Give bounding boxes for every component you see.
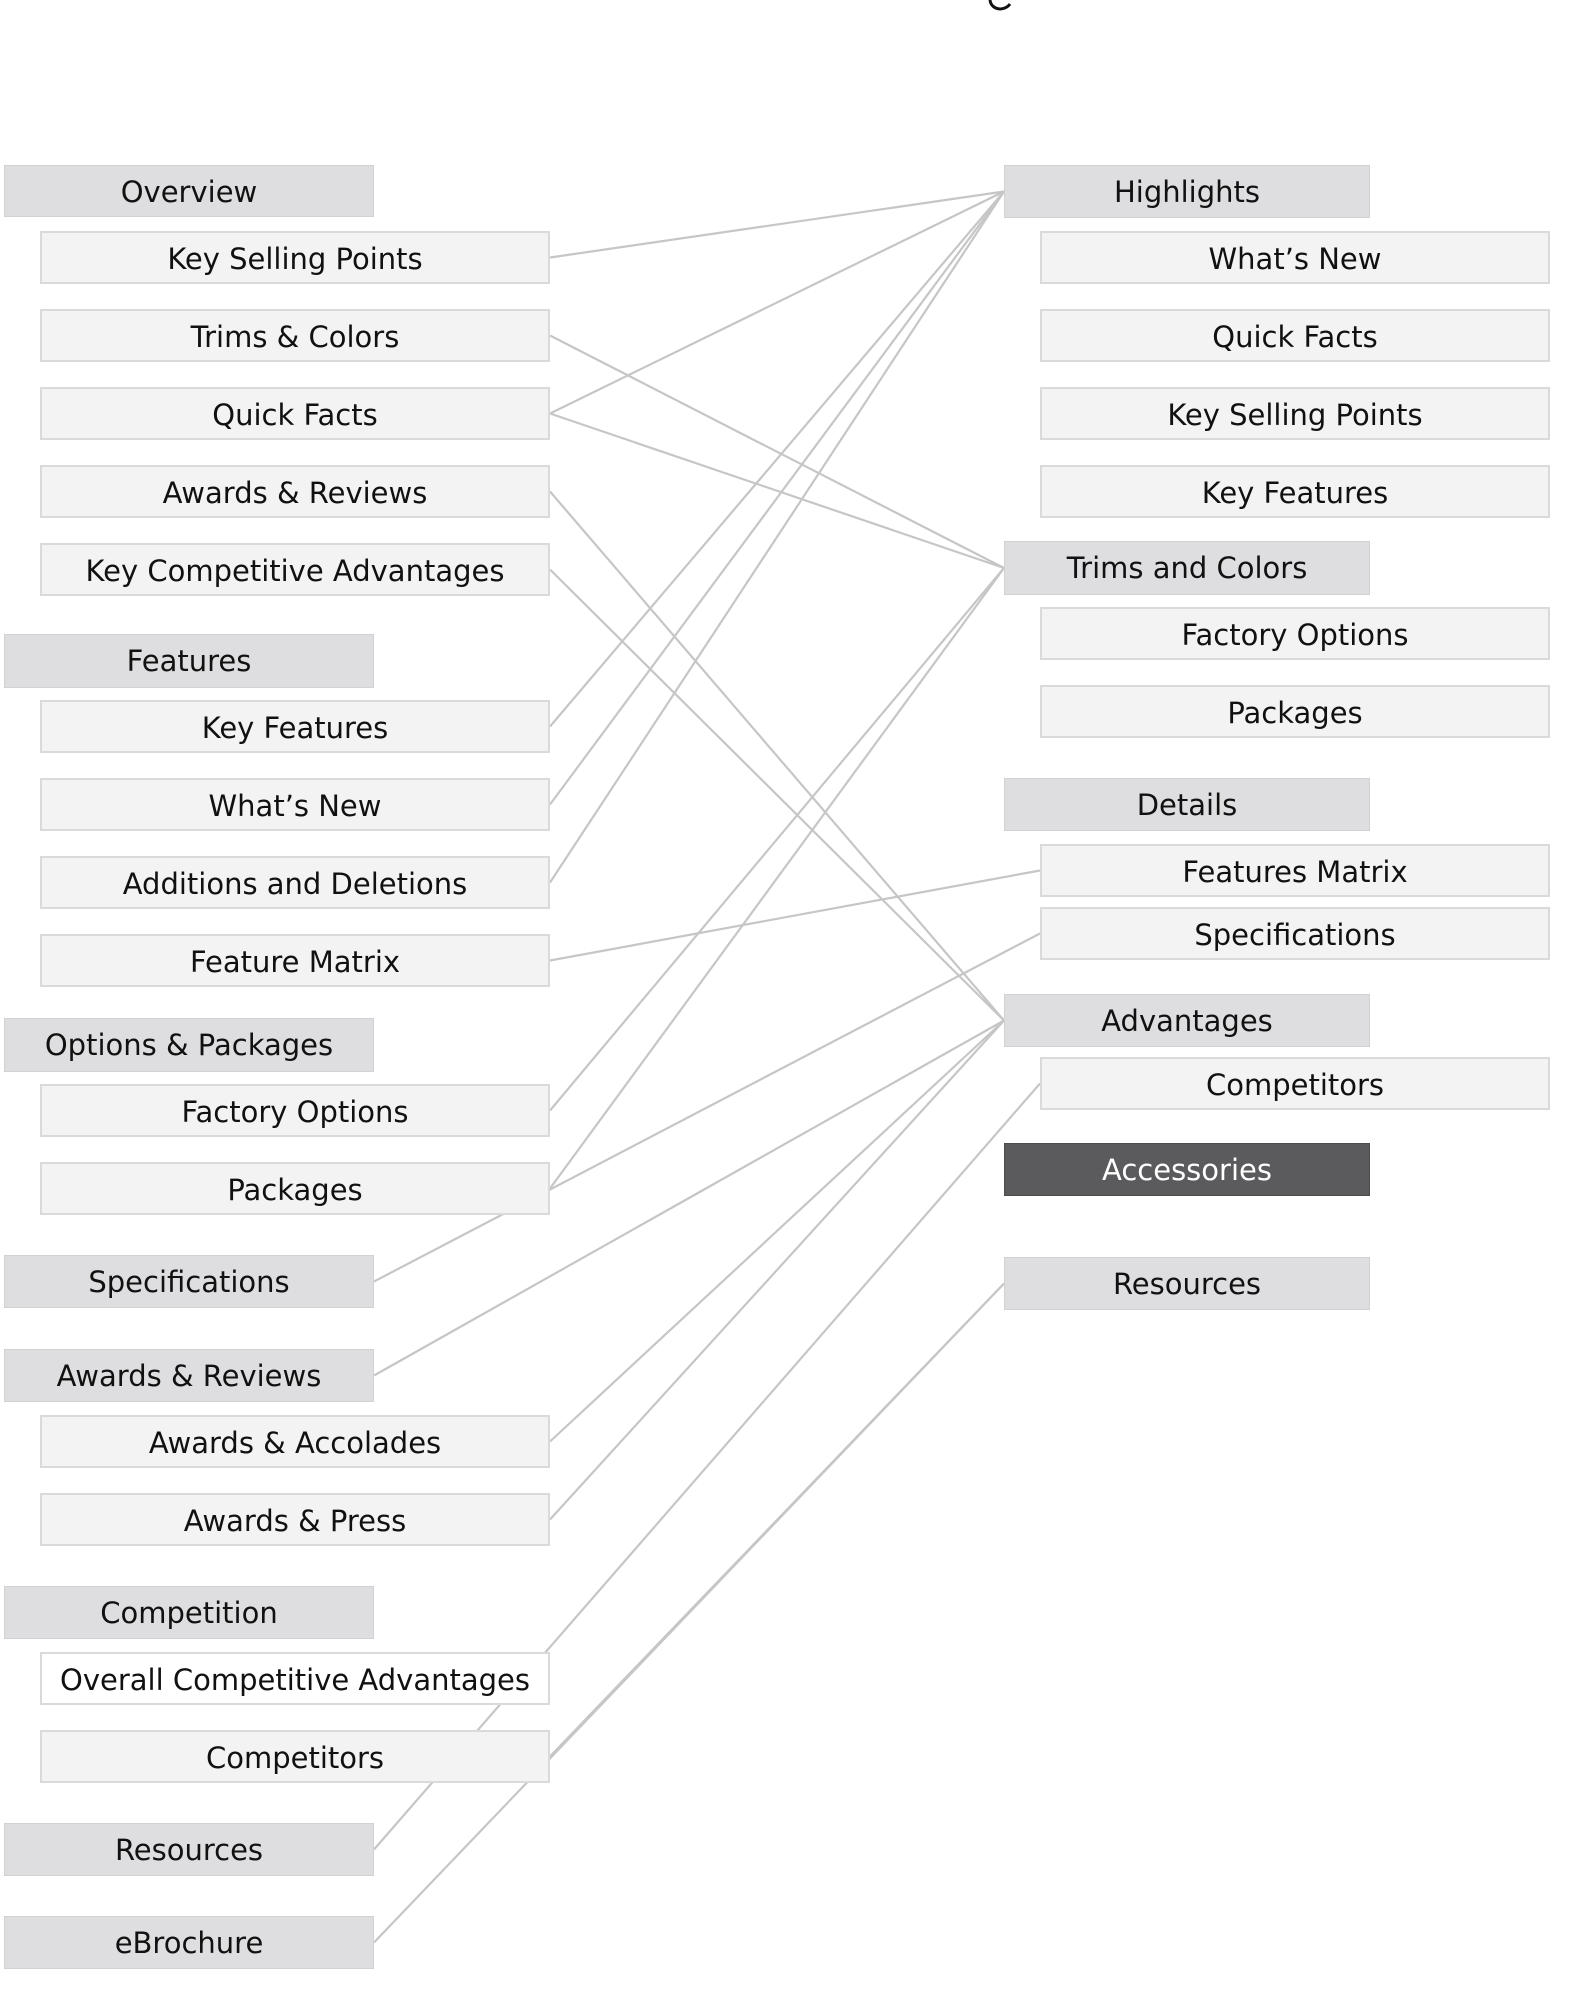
right-child-label: Key Features — [1201, 476, 1389, 510]
connector-L-awards-to-R-advantages — [373, 1019, 1005, 1377]
right-section-label: Highlights — [1113, 175, 1261, 209]
connector-L-featmatrix-to-R-featmatrix — [549, 869, 1041, 962]
left-child-packages: Packages — [40, 1162, 550, 1215]
right-child-competitors: Competitors — [1040, 1057, 1550, 1110]
connector-L-specs-to-R-specs — [373, 932, 1041, 1283]
title-glyph-fragment — [988, 0, 1012, 11]
left-child-label: Awards & Press — [183, 1504, 407, 1538]
right-section-trims-and-colors: Trims and Colors — [1004, 541, 1370, 595]
connector-L-kca-to-R-advantages — [549, 568, 1005, 1022]
connector-L-trims-to-R-trims — [549, 334, 1005, 569]
left-child-label: Trims & Colors — [190, 320, 400, 354]
left-section-features: Features — [4, 634, 374, 688]
right-child-label: Factory Options — [1181, 618, 1409, 652]
left-section-label: Overview — [120, 175, 258, 209]
right-child-factory-options: Factory Options — [1040, 607, 1550, 660]
left-child-awards-reviews: Awards & Reviews — [40, 465, 550, 518]
right-child-specifications: Specifications — [1040, 907, 1550, 960]
right-section-advantages: Advantages — [1004, 994, 1370, 1047]
left-child-label: What’s New — [208, 789, 382, 823]
right-section-label: Advantages — [1101, 1004, 1273, 1038]
right-child-label: Packages — [1227, 696, 1363, 730]
connector-L-ebrochure-to-R-resources — [373, 1282, 1005, 1944]
left-child-additions-and-deletions: Additions and Deletions — [40, 856, 550, 909]
connector-L-awards-sub-to-R-advantages — [549, 490, 1005, 1022]
connector-L-adddel-to-R-highlights — [549, 190, 1005, 884]
left-child-label: Awards & Accolades — [148, 1426, 442, 1460]
left-child-label: Feature Matrix — [189, 945, 401, 979]
right-section-label: Accessories — [1102, 1153, 1272, 1187]
connector-L-whatsnew-to-R-highlights — [549, 190, 1005, 806]
right-child-features-matrix: Features Matrix — [1040, 844, 1550, 897]
left-section-label: Resources — [114, 1833, 264, 1867]
left-section-competition: Competition — [4, 1586, 374, 1639]
right-section-label: Details — [1136, 788, 1238, 822]
left-child-factory-options: Factory Options — [40, 1084, 550, 1137]
right-child-label: Key Selling Points — [1167, 398, 1423, 432]
right-child-packages: Packages — [1040, 685, 1550, 738]
left-section-resources: Resources — [4, 1823, 374, 1876]
right-child-quick-facts: Quick Facts — [1040, 309, 1550, 362]
connector-L-press-to-R-advantages — [549, 1019, 1005, 1521]
right-section-accessories: Accessories — [1004, 1143, 1370, 1196]
left-section-label: Competition — [100, 1596, 278, 1630]
left-section-label: Options & Packages — [44, 1028, 334, 1062]
right-child-label: Features Matrix — [1182, 855, 1408, 889]
right-child-label: Quick Facts — [1212, 320, 1378, 354]
connector-L-ksp-to-R-highlights — [549, 190, 1005, 259]
left-child-label: Quick Facts — [212, 398, 378, 432]
connector-L-resources-to-R-competitors — [373, 1082, 1041, 1851]
left-section-awards-reviews: Awards & Reviews — [4, 1349, 374, 1402]
left-child-label: Key Selling Points — [167, 242, 423, 276]
left-section-options-packages: Options & Packages — [4, 1018, 374, 1072]
right-child-what-s-new: What’s New — [1040, 231, 1550, 284]
left-child-label: Awards & Reviews — [162, 476, 428, 510]
connector-L-packages-to-R-trims — [549, 567, 1005, 1190]
left-section-label: Awards & Reviews — [56, 1359, 322, 1393]
left-child-awards-accolades: Awards & Accolades — [40, 1415, 550, 1468]
connector-L-accolades-to-R-advantages — [549, 1019, 1005, 1443]
left-child-quick-facts: Quick Facts — [40, 387, 550, 440]
connector-L-keyfeat-to-R-highlights — [549, 190, 1005, 728]
left-section-overview: Overview — [4, 165, 374, 217]
left-child-overall-competitive-advantages: Overall Competitive Advantages — [40, 1652, 550, 1705]
left-child-key-features: Key Features — [40, 700, 550, 753]
right-child-label: What’s New — [1208, 242, 1382, 276]
right-section-label: Trims and Colors — [1066, 551, 1308, 585]
left-child-label: Key Competitive Advantages — [85, 554, 505, 588]
left-child-trims-colors: Trims & Colors — [40, 309, 550, 362]
right-child-label: Competitors — [1205, 1068, 1385, 1102]
right-child-key-features: Key Features — [1040, 465, 1550, 518]
left-child-label: Overall Competitive Advantages — [60, 1663, 530, 1697]
left-child-label: Competitors — [205, 1741, 385, 1775]
right-section-highlights: Highlights — [1004, 165, 1370, 218]
left-child-what-s-new: What’s New — [40, 778, 550, 831]
left-child-competitors: Competitors — [40, 1730, 550, 1783]
left-child-feature-matrix: Feature Matrix — [40, 934, 550, 987]
title-fragment — [0, 0, 1573, 14]
right-section-details: Details — [1004, 778, 1370, 831]
right-child-key-selling-points: Key Selling Points — [1040, 387, 1550, 440]
connector-L-quick-to-R-highlights — [549, 190, 1005, 415]
right-child-label: Specifications — [1194, 918, 1396, 952]
left-section-label: Specifications — [88, 1265, 290, 1299]
right-section-resources: Resources — [1004, 1257, 1370, 1310]
left-child-key-competitive-advantages: Key Competitive Advantages — [40, 543, 550, 596]
left-child-awards-press: Awards & Press — [40, 1493, 550, 1546]
right-section-label: Resources — [1112, 1267, 1262, 1301]
left-child-label: Additions and Deletions — [122, 867, 468, 901]
left-section-label: eBrochure — [114, 1926, 264, 1960]
left-section-specifications: Specifications — [4, 1255, 374, 1308]
connector-L-quick-to-R-trims — [549, 412, 1005, 570]
left-child-label: Packages — [227, 1173, 363, 1207]
left-child-label: Key Features — [201, 711, 389, 745]
connector-L-factopt-to-R-trims — [549, 567, 1005, 1112]
left-child-key-selling-points: Key Selling Points — [40, 231, 550, 284]
left-section-ebrochure: eBrochure — [4, 1916, 374, 1969]
left-section-label: Features — [126, 644, 252, 678]
left-child-label: Factory Options — [181, 1095, 409, 1129]
